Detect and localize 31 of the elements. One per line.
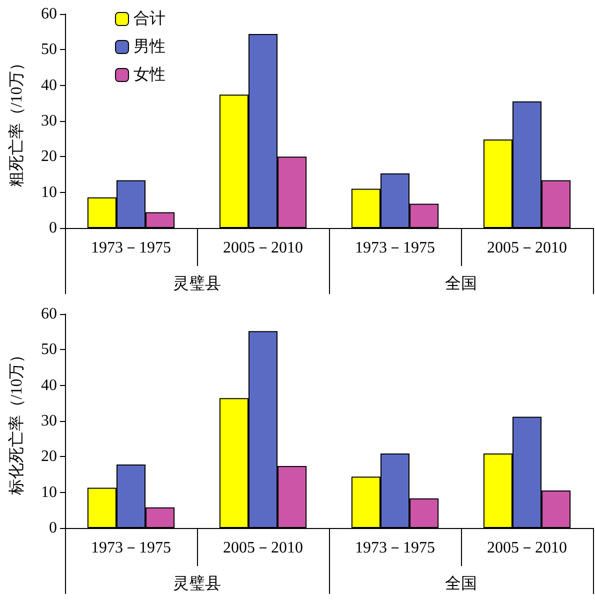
legend-label: 女性 (134, 66, 166, 84)
x-tick-label: 2005－2010 (223, 540, 303, 556)
y-tick-label: 60 (41, 6, 57, 22)
x-tick-label: 2005－2010 (487, 540, 567, 556)
y-tick-label: 20 (41, 448, 57, 466)
x-tick-label: 1973－1975 (91, 540, 171, 556)
y-axis-title: 标化死亡率（/10万） (8, 346, 26, 496)
text: 全国 (445, 576, 477, 592)
y-axis-title: 粗死亡率（/10万） (8, 54, 26, 188)
y-tick-label: 0 (49, 520, 57, 536)
y-tick-label: 0 (49, 220, 57, 236)
y-tick-label: 20 (41, 148, 57, 166)
y-tick-label: 50 (41, 341, 57, 358)
text: 全国 (445, 276, 477, 292)
y-tick-label: 30 (41, 412, 57, 430)
x-tick-label: 1973－1975 (355, 540, 435, 556)
y-tick-label: 10 (41, 184, 57, 201)
y-tick-label: 40 (41, 76, 57, 94)
y-tick-label: 10 (41, 484, 57, 501)
text: 灵璧县 (173, 274, 221, 292)
text: 灵璧县 (173, 574, 221, 592)
x-tick-label: 1973－1975 (91, 240, 171, 256)
y-tick-label: 40 (41, 376, 57, 394)
x-tick-label: 1973－1975 (355, 240, 435, 256)
y-tick-label: 60 (41, 306, 57, 322)
y-tick-label: 50 (41, 41, 57, 58)
legend-label: 合计 (134, 10, 166, 28)
y-tick-label: 30 (41, 112, 57, 130)
x-tick-label: 2005－2010 (223, 240, 303, 256)
x-tick-label: 2005－2010 (487, 240, 567, 256)
legend-label: 男性 (134, 38, 166, 56)
